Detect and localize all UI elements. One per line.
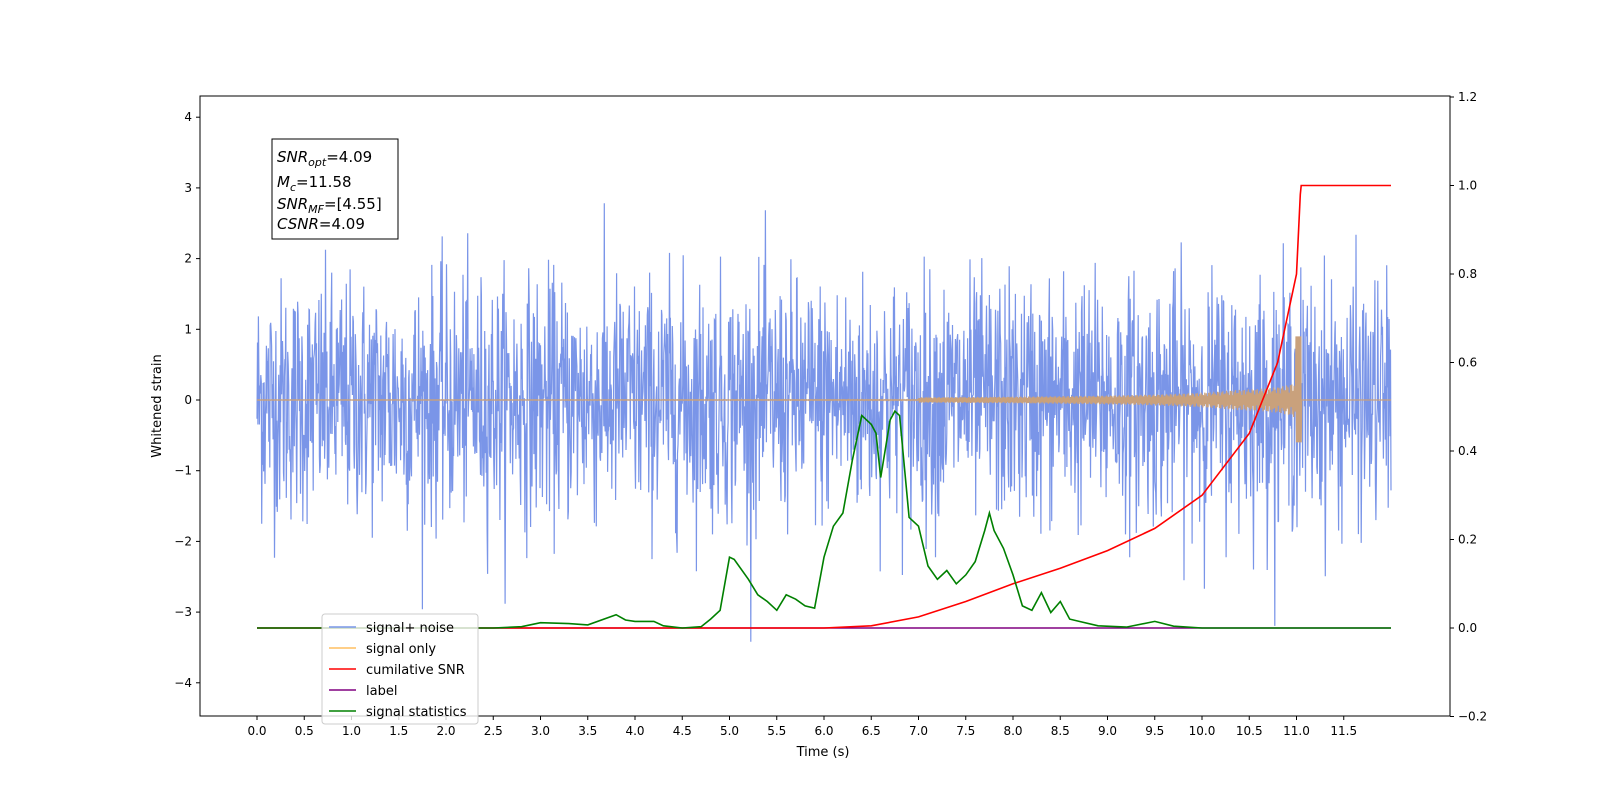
x-tick-label: 10.0 bbox=[1189, 724, 1216, 738]
x-tick-label: 3.0 bbox=[531, 724, 550, 738]
y2-tick-label: 0.8 bbox=[1458, 267, 1477, 281]
y2-tick-label: −0.2 bbox=[1458, 710, 1487, 724]
x-tick-label: 7.0 bbox=[909, 724, 928, 738]
x-tick-label: 9.5 bbox=[1145, 724, 1164, 738]
legend-label: signal statistics bbox=[366, 705, 467, 720]
series-layer bbox=[256, 184, 1392, 642]
annotation-line: CSNR=4.09 bbox=[277, 215, 365, 233]
annotation-line: Mc=11.58 bbox=[277, 173, 352, 194]
x-tick-label: 2.0 bbox=[436, 724, 455, 738]
x-tick-label: 1.5 bbox=[389, 724, 408, 738]
y-tick-label: −3 bbox=[174, 605, 192, 619]
y-axis-left: 4 3 2 1 0 −1 −2 −3 −4 bbox=[174, 110, 200, 690]
y2-tick-label: 1.2 bbox=[1458, 90, 1477, 104]
y-axis-right: 1.2 1.0 0.8 0.6 0.4 0.2 0.0 −0.2 bbox=[1450, 90, 1487, 724]
x-tick-label: 2.5 bbox=[484, 724, 503, 738]
x-tick-label: 6.5 bbox=[862, 724, 881, 738]
annotation-line: SNRMF=[4.55] bbox=[277, 195, 382, 216]
legend-box bbox=[321, 613, 479, 725]
series-cumulative-snr bbox=[257, 184, 1391, 629]
x-tick-label: 0.5 bbox=[295, 724, 314, 738]
series-signal-statistics bbox=[257, 409, 1391, 629]
x-tick-label: 0.0 bbox=[247, 724, 266, 738]
x-tick-label: 10.5 bbox=[1236, 724, 1263, 738]
x-tick-label: 11.5 bbox=[1330, 724, 1357, 738]
series-signal-only bbox=[256, 336, 1391, 443]
x-tick-label: 4.0 bbox=[625, 724, 644, 738]
x-tick-label: 3.5 bbox=[578, 724, 597, 738]
x-tick-label: 1.0 bbox=[342, 724, 361, 738]
y-tick-label: −4 bbox=[174, 676, 192, 690]
y-tick-label: 4 bbox=[184, 110, 192, 124]
y-tick-label: 2 bbox=[184, 252, 192, 266]
x-axis-label: Time (s) bbox=[796, 745, 850, 760]
y2-tick-label: 0.4 bbox=[1458, 444, 1477, 458]
legend: signal+ noise signal only cumilative SNR la… bbox=[321, 613, 479, 725]
x-tick-label: 5.0 bbox=[720, 724, 739, 738]
annotation-line: SNRopt=4.09 bbox=[277, 148, 372, 169]
x-axis: 0.0 0.5 1.0 1.5 2.0 2.5 3.0 3.5 4.0 4.5 5.0 5.5 6.0 6… bbox=[247, 716, 1357, 738]
x-tick-label: 4.5 bbox=[673, 724, 692, 738]
legend-label: cumilative SNR bbox=[366, 663, 465, 678]
legend-label: signal only bbox=[366, 642, 436, 657]
y-tick-label: 0 bbox=[184, 393, 192, 407]
y2-tick-label: 0.2 bbox=[1458, 533, 1477, 547]
y2-tick-label: 0.0 bbox=[1458, 621, 1477, 635]
legend-label: label bbox=[366, 684, 397, 699]
y-tick-label: −1 bbox=[174, 464, 192, 478]
legend-label: signal+ noise bbox=[366, 621, 454, 636]
series-signal-noise bbox=[256, 203, 1392, 642]
y2-tick-label: 0.6 bbox=[1458, 356, 1477, 370]
plot-frame bbox=[199, 95, 1451, 717]
y-tick-label: 3 bbox=[184, 181, 192, 195]
x-tick-label: 8.0 bbox=[1003, 724, 1022, 738]
y-tick-label: 1 bbox=[184, 322, 192, 336]
y2-tick-label: 1.0 bbox=[1458, 179, 1477, 193]
x-tick-label: 9.0 bbox=[1098, 724, 1117, 738]
x-tick-label: 6.0 bbox=[814, 724, 833, 738]
y-tick-label: −2 bbox=[174, 534, 192, 548]
x-tick-label: 7.5 bbox=[956, 724, 975, 738]
y-axis-label: Whitened strain bbox=[150, 354, 165, 457]
x-tick-label: 5.5 bbox=[767, 724, 786, 738]
x-tick-label: 11.0 bbox=[1283, 724, 1310, 738]
annotation-box bbox=[271, 138, 399, 240]
x-tick-label: 8.5 bbox=[1051, 724, 1070, 738]
